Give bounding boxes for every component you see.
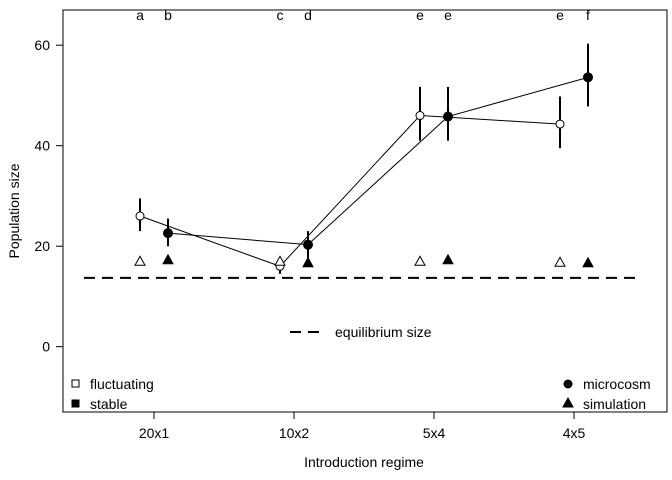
group-letter: e [444,7,452,23]
group-letter: b [164,7,172,23]
group-letter: c [277,7,284,23]
x-tick-label: 20x1 [139,425,170,441]
legend-simulation-label: simulation [583,396,646,412]
legend-microcosm-label: microcosm [583,376,651,392]
x-tick-label: 5x4 [423,425,446,441]
y-tick-label: 0 [42,339,50,355]
y-tick-label: 40 [34,138,50,154]
error-bars [139,43,589,274]
legend-stable-icon [71,399,80,408]
legend-fluctuating-label: fluctuating [90,376,154,392]
y-tick-label: 20 [34,238,50,254]
stable-microcosm-point [583,72,593,83]
stable-simulation-point [302,256,314,268]
fluctuating-microcosm-point [135,211,145,221]
y-axis-title: Population size [6,163,22,258]
connector-lines [139,76,589,267]
fluctuating-simulation-point [134,255,146,266]
equilibrium-line-group: equilibrium size [84,276,640,340]
stable-microcosm-point [303,239,313,250]
stable-simulation-point [162,253,174,265]
stable-microcosm-point [443,111,453,122]
x-axis-title: Introduction regime [304,454,424,470]
plot-frame [62,9,668,413]
legend: fluctuating stable microcosm simulation [71,376,651,412]
stable-connector [167,76,589,246]
legend-simulation-icon [562,396,574,408]
stable-simulation-point [582,256,594,268]
x-tick-label: 10x2 [279,425,310,441]
x-tick-label: 4x5 [563,425,586,441]
legend-microcosm-icon [563,379,573,389]
stable-simulation-point [442,253,454,265]
group-letter: e [416,7,424,23]
y-tick-label: 60 [34,37,50,53]
fluctuating-microcosm-point [415,111,425,121]
stable-microcosm-point [163,228,173,239]
group-letter: e [556,7,564,23]
group-letter: d [304,7,312,23]
equilibrium-label: equilibrium size [335,324,432,340]
fluctuating-simulation-point [554,256,566,267]
x-axis: 20x1 10x2 5x4 4x5 [139,412,586,441]
legend-fluctuating-icon [71,379,80,388]
fluctuating-microcosm-point [555,119,565,129]
fluctuating-connector [139,115,561,267]
fluctuating-simulation-point [274,255,286,266]
fluctuating-simulation-point [414,255,426,266]
group-letter: f [586,7,590,23]
data-markers [134,72,594,271]
legend-stable-label: stable [90,396,128,412]
group-letter: a [136,7,144,23]
y-axis: 0 20 40 60 [34,37,63,355]
